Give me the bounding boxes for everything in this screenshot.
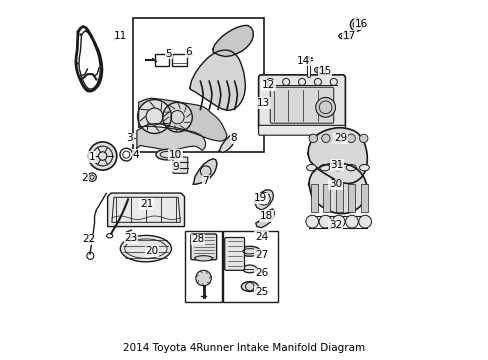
- Text: 1: 1: [89, 152, 95, 162]
- Circle shape: [321, 134, 329, 143]
- Circle shape: [346, 134, 355, 143]
- Polygon shape: [254, 190, 273, 210]
- Bar: [222, 231, 278, 302]
- Polygon shape: [307, 128, 366, 184]
- Text: 4: 4: [133, 150, 139, 159]
- Text: 8: 8: [230, 133, 237, 143]
- Polygon shape: [308, 163, 366, 213]
- FancyBboxPatch shape: [258, 75, 345, 131]
- Ellipse shape: [306, 165, 316, 171]
- Circle shape: [359, 134, 367, 143]
- Circle shape: [315, 98, 335, 117]
- Polygon shape: [137, 123, 205, 150]
- Text: 10: 10: [169, 150, 182, 159]
- FancyBboxPatch shape: [190, 234, 216, 260]
- Polygon shape: [193, 159, 217, 184]
- Text: 5: 5: [165, 49, 172, 59]
- Text: 22: 22: [82, 234, 95, 244]
- Text: 21: 21: [140, 199, 153, 209]
- Ellipse shape: [346, 165, 355, 171]
- Text: 31: 31: [329, 160, 343, 170]
- Polygon shape: [107, 193, 184, 226]
- Polygon shape: [212, 26, 253, 57]
- Text: 2: 2: [81, 173, 88, 183]
- Circle shape: [195, 270, 211, 286]
- Bar: [133, 18, 264, 152]
- Text: 3: 3: [126, 133, 133, 143]
- Polygon shape: [219, 135, 234, 153]
- Text: 27: 27: [254, 250, 267, 260]
- Ellipse shape: [194, 256, 212, 261]
- Text: 23: 23: [124, 233, 137, 243]
- Bar: [323, 184, 330, 212]
- Text: 29: 29: [333, 133, 346, 143]
- Text: 30: 30: [328, 179, 342, 189]
- Text: 19: 19: [253, 193, 266, 203]
- Circle shape: [88, 173, 96, 181]
- Text: 28: 28: [191, 234, 204, 244]
- Ellipse shape: [332, 165, 342, 171]
- Text: 25: 25: [254, 287, 267, 297]
- Polygon shape: [189, 50, 244, 110]
- Text: 20: 20: [145, 246, 158, 256]
- Bar: [185, 231, 221, 302]
- Text: 24: 24: [254, 232, 267, 242]
- Text: 32: 32: [328, 220, 342, 230]
- FancyBboxPatch shape: [173, 157, 187, 173]
- Circle shape: [163, 102, 192, 132]
- Circle shape: [349, 18, 362, 31]
- Text: 12: 12: [262, 80, 275, 90]
- Circle shape: [332, 215, 345, 228]
- Text: 16: 16: [354, 19, 367, 29]
- Circle shape: [345, 215, 358, 228]
- Bar: [154, 54, 168, 66]
- Text: 7: 7: [202, 176, 208, 186]
- Text: 2014 Toyota 4Runner Intake Manifold Diagram: 2014 Toyota 4Runner Intake Manifold Diag…: [123, 343, 365, 352]
- Ellipse shape: [359, 165, 368, 171]
- Text: 18: 18: [259, 211, 272, 221]
- Ellipse shape: [314, 67, 325, 74]
- Polygon shape: [255, 209, 274, 228]
- Bar: [310, 184, 317, 212]
- Ellipse shape: [239, 246, 260, 256]
- Ellipse shape: [338, 33, 350, 39]
- Circle shape: [137, 100, 171, 134]
- FancyBboxPatch shape: [224, 238, 244, 270]
- Ellipse shape: [156, 149, 178, 160]
- Text: 9: 9: [172, 162, 179, 172]
- Circle shape: [88, 142, 117, 170]
- Text: 15: 15: [318, 66, 331, 76]
- Circle shape: [358, 215, 371, 228]
- Text: 13: 13: [257, 98, 270, 108]
- Text: 17: 17: [342, 31, 356, 41]
- Circle shape: [305, 215, 318, 228]
- Circle shape: [334, 134, 342, 143]
- Polygon shape: [139, 98, 226, 141]
- Bar: [347, 184, 355, 212]
- Circle shape: [308, 134, 317, 143]
- Bar: [172, 54, 186, 66]
- Text: 6: 6: [185, 47, 192, 57]
- Text: 26: 26: [254, 269, 267, 279]
- FancyBboxPatch shape: [258, 125, 345, 135]
- FancyBboxPatch shape: [270, 87, 333, 123]
- Circle shape: [319, 215, 331, 228]
- Bar: [335, 184, 342, 212]
- Ellipse shape: [319, 165, 329, 171]
- Ellipse shape: [120, 235, 171, 262]
- Text: 11: 11: [113, 31, 127, 41]
- Text: 14: 14: [297, 56, 310, 66]
- Ellipse shape: [242, 265, 256, 273]
- Ellipse shape: [241, 282, 258, 292]
- Bar: [360, 184, 367, 212]
